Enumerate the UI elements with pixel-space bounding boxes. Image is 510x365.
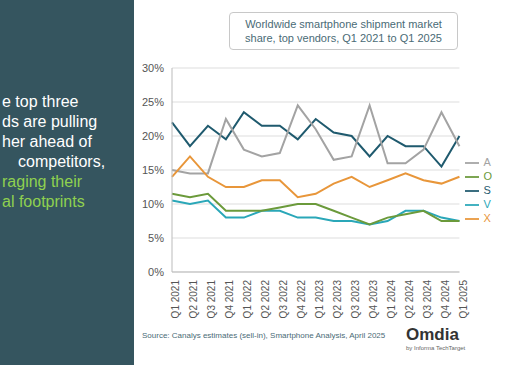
svg-text:Q3 2022: Q3 2022 — [278, 280, 289, 319]
html-text:S: S — [483, 184, 491, 196]
html-text:al footprints: al footprints — [2, 193, 85, 210]
svg-text:5%: 5% — [148, 232, 164, 244]
svg-text:Q1 2024: Q1 2024 — [386, 280, 397, 319]
html-text:raging their: raging their — [2, 173, 82, 190]
svg-text:Q1 2023: Q1 2023 — [314, 280, 325, 319]
svg-text:15%: 15% — [142, 164, 164, 176]
html-text:V: V — [483, 198, 491, 210]
svg-text:Q2 2022: Q2 2022 — [260, 280, 271, 319]
svg-text:20%: 20% — [142, 130, 164, 142]
svg-text:Q4 2021: Q4 2021 — [224, 280, 235, 319]
html-text:A: A — [483, 155, 491, 168]
html-text:Omdia: Omdia — [406, 325, 459, 344]
svg-text:Q4 2022: Q4 2022 — [296, 280, 307, 319]
svg-text:Q3 2023: Q3 2023 — [350, 280, 361, 319]
svg-text:Q2 2024: Q2 2024 — [404, 280, 415, 319]
svg-text:10%: 10% — [142, 198, 164, 210]
svg-text:Q1 2021: Q1 2021 — [170, 280, 181, 319]
html-text:Source: Canalys estimates (sel: Source: Canalys estimates (sell-in), Sma… — [142, 331, 386, 340]
svg-text:Q2 2021: Q2 2021 — [188, 280, 199, 319]
html-text:competitors,: competitors, — [18, 153, 106, 170]
html-text:X: X — [483, 212, 491, 225]
svg-text:30%: 30% — [142, 62, 164, 74]
html-text:her ahead of: her ahead of — [2, 133, 92, 150]
svg-text:Q2 2023: Q2 2023 — [332, 280, 343, 319]
svg-text:Q1 2025: Q1 2025 — [458, 280, 469, 319]
svg-text:0%: 0% — [148, 266, 164, 278]
svg-text:25%: 25% — [142, 96, 164, 108]
html-text:by Informa TechTarget: by Informa TechTarget — [406, 345, 466, 351]
svg-text:Q3 2021: Q3 2021 — [206, 280, 217, 319]
html-text:e top three: e top three — [2, 93, 79, 110]
html-text:Worldwide smartphone shipment: Worldwide smartphone shipment market sha… — [245, 18, 442, 44]
html-text:ds are pulling: ds are pulling — [2, 113, 98, 130]
svg-text:Q3 2024: Q3 2024 — [422, 280, 433, 319]
svg-text:Q4 2023: Q4 2023 — [368, 280, 379, 319]
html-text:O: O — [483, 169, 492, 182]
svg-text:Q1 2022: Q1 2022 — [242, 280, 253, 319]
svg-text:Q4 2024: Q4 2024 — [440, 280, 451, 319]
